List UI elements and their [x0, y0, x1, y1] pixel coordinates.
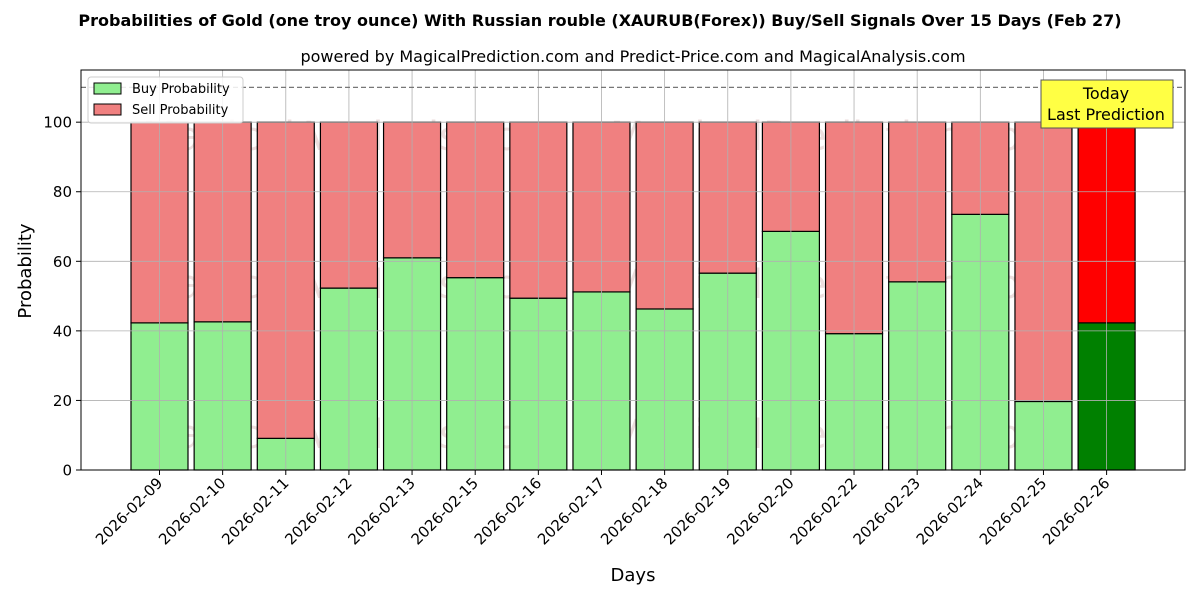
annotation-line1: Today — [1082, 84, 1129, 103]
x-tick-label: 2026-02-19 — [660, 474, 734, 548]
chart-title: Probabilities of Gold (one troy ounce) W… — [78, 11, 1121, 30]
x-tick-label: 2026-02-18 — [597, 474, 671, 548]
chart-subtitle: powered by MagicalPrediction.com and Pre… — [300, 47, 965, 66]
legend-frame — [87, 76, 244, 124]
y-tick-label: 100 — [43, 114, 72, 132]
x-tick-label: 2026-02-17 — [534, 474, 608, 548]
plot-area: MagicalAnalysis.comMagicalPrediction.com… — [43, 69, 1186, 548]
plot-frame — [80, 69, 1186, 471]
x-tick-label: 2026-02-20 — [723, 474, 797, 548]
x-tick-label: 2026-02-12 — [281, 474, 355, 548]
y-tick-label: 80 — [53, 183, 72, 201]
x-tick-label: 2026-02-13 — [345, 474, 419, 548]
x-tick-label: 2026-02-09 — [92, 474, 166, 548]
legend: Buy Probability Sell Probability — [87, 76, 244, 124]
annotation-line2: Last Prediction — [1047, 105, 1165, 124]
x-axis-label: Days — [611, 565, 656, 586]
y-tick-label: 20 — [53, 392, 72, 410]
x-tick-label: 2026-02-26 — [1039, 474, 1113, 548]
x-tick-label: 2026-02-11 — [218, 474, 292, 548]
x-tick-label: 2026-02-24 — [913, 474, 987, 548]
y-tick-label: 40 — [53, 322, 72, 340]
legend-swatch-sell — [93, 103, 122, 116]
y-tick-label: 60 — [53, 253, 72, 271]
annotation-background — [1040, 79, 1174, 129]
y-axis-label: Probability — [15, 223, 36, 318]
y-tick-label: 0 — [62, 462, 72, 480]
legend-label-buy: Buy Probability — [132, 82, 230, 97]
annotation-box: Today Last Prediction — [1040, 79, 1174, 129]
x-tick-label: 2026-02-15 — [408, 474, 482, 548]
x-tick-label: 2026-02-16 — [471, 474, 545, 548]
legend-label-sell: Sell Probability — [132, 103, 229, 118]
x-tick-label: 2026-02-25 — [976, 474, 1050, 548]
x-tick-label: 2026-02-10 — [155, 474, 229, 548]
x-tick-label: 2026-02-23 — [850, 474, 924, 548]
x-tick-label: 2026-02-22 — [786, 474, 860, 548]
legend-swatch-buy — [93, 82, 122, 95]
